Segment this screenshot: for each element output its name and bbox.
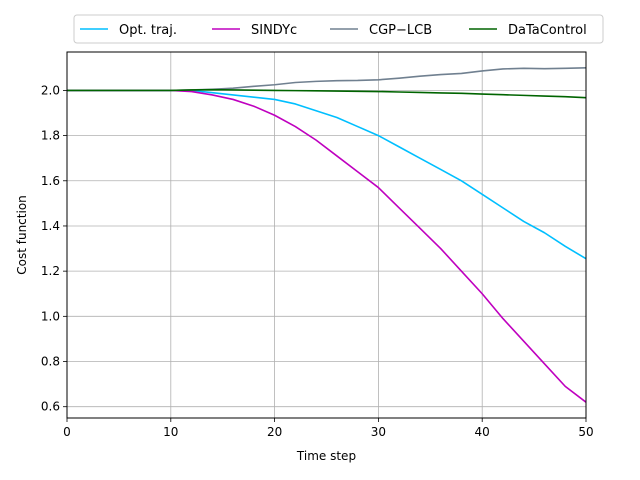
legend-label: CGP−LCB xyxy=(369,23,432,38)
x-tick-label: 50 xyxy=(578,425,593,439)
series-lines xyxy=(67,67,587,403)
series-line-cgp-lcb xyxy=(67,67,587,92)
legend: Opt. traj. SINDYc CGP−LCB DaTaControl xyxy=(73,14,604,44)
x-tick-label: 20 xyxy=(267,425,282,439)
x-tick-label: 0 xyxy=(63,425,71,439)
x-tick-label: 10 xyxy=(163,425,178,439)
grid xyxy=(66,52,587,418)
series-line-sindyc xyxy=(67,89,587,403)
plot-frame xyxy=(66,51,587,419)
x-tick-label: 30 xyxy=(371,425,386,439)
y-tick-label: 1.4 xyxy=(41,219,60,233)
x-tick-label: 40 xyxy=(475,425,490,439)
legend-label: Opt. traj. xyxy=(119,23,177,38)
x-axis-label: Time step xyxy=(296,449,356,463)
y-tick-label: 1.0 xyxy=(41,309,60,323)
y-axis-label: Cost function xyxy=(15,195,29,275)
x-ticks: 0 10 20 30 40 50 xyxy=(63,418,594,439)
legend-label: DaTaControl xyxy=(508,23,587,38)
y-tick-label: 1.6 xyxy=(41,174,60,188)
y-ticks: 0.6 0.8 1.0 1.2 1.4 1.6 1.8 2.0 xyxy=(41,83,67,414)
y-tick-label: 0.8 xyxy=(41,355,60,369)
series-line-datacontrol xyxy=(67,88,587,99)
y-tick-label: 2.0 xyxy=(41,83,60,97)
y-tick-label: 1.2 xyxy=(41,264,60,278)
y-tick-label: 0.6 xyxy=(41,400,60,414)
legend-label: SINDYc xyxy=(251,23,297,38)
y-tick-label: 1.8 xyxy=(41,129,60,143)
series-line-opt-traj xyxy=(67,89,587,260)
